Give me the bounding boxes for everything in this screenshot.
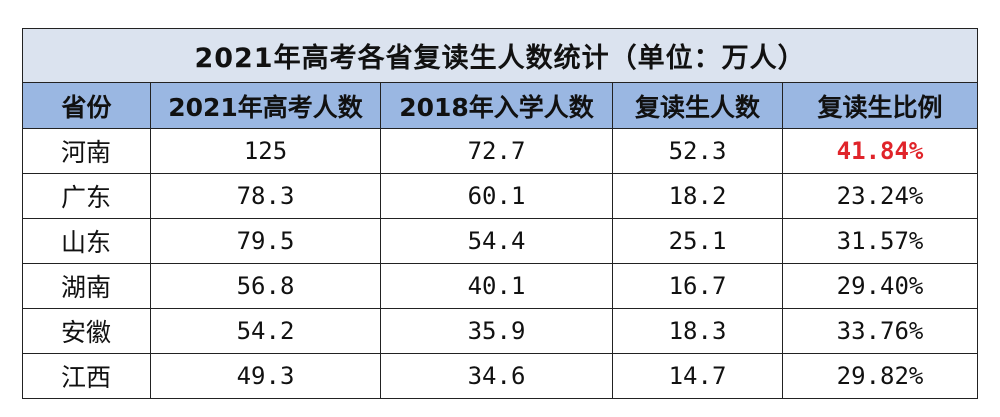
province-cell: 广东	[22, 173, 151, 219]
value-cell: 72.7	[380, 128, 613, 174]
table-body: 河南 125 72.7 52.3 41.84% 广东 78.3 60.1 18.2 23.24% 山…	[22, 128, 979, 399]
value-cell: 25.1	[612, 218, 783, 264]
value-cell: 52.3	[612, 128, 783, 174]
table-title: 2021年高考各省复读生人数统计（单位：万人）	[21, 28, 979, 83]
value-cell: 56.8	[150, 263, 381, 309]
value-cell: 14.7	[612, 353, 783, 399]
value-cell: 16.7	[612, 263, 783, 309]
province-cell: 山东	[22, 218, 151, 264]
value-cell: 18.2	[612, 173, 783, 219]
data-row: 安徽 54.2 35.9 18.3 33.76%	[22, 308, 979, 354]
data-row: 湖南 56.8 40.1 16.7 29.40%	[22, 263, 979, 309]
value-cell: 125	[150, 128, 381, 174]
value-cell: 40.1	[380, 263, 613, 309]
value-cell: 35.9	[380, 308, 613, 354]
header-cell: 复读生比例	[781, 82, 979, 129]
header-cell: 2018年入学人数	[380, 82, 613, 129]
province-cell: 安徽	[22, 308, 151, 354]
value-cell: 23.24%	[781, 173, 979, 219]
value-cell: 41.84%	[781, 128, 979, 174]
data-row: 广东 78.3 60.1 18.2 23.24%	[22, 173, 979, 219]
table: 2021年高考各省复读生人数统计（单位：万人） 省份 2021年高考人数 2018年…	[21, 28, 979, 399]
header-cell: 2021年高考人数	[150, 82, 381, 129]
header-row: 省份 2021年高考人数 2018年入学人数 复读生人数 复读生比例	[22, 82, 979, 129]
header-cell: 省份	[22, 82, 151, 129]
data-row: 河南 125 72.7 52.3 41.84%	[22, 128, 979, 174]
value-cell: 60.1	[380, 173, 613, 219]
province-cell: 湖南	[22, 263, 151, 309]
value-cell: 34.6	[380, 353, 613, 399]
province-cell: 河南	[22, 128, 151, 174]
value-cell: 54.2	[150, 308, 381, 354]
value-cell: 33.76%	[781, 308, 979, 354]
data-row: 江西 49.3 34.6 14.7 29.82%	[22, 353, 979, 399]
value-cell: 29.82%	[781, 353, 979, 399]
value-cell: 78.3	[150, 173, 381, 219]
value-cell: 18.3	[612, 308, 783, 354]
data-row: 山东 79.5 54.4 25.1 31.57%	[22, 218, 979, 264]
province-cell: 江西	[22, 353, 151, 399]
header-cell: 复读生人数	[612, 82, 783, 129]
value-cell: 49.3	[150, 353, 381, 399]
table-container: 2021年高考各省复读生人数统计（单位：万人） 省份 2021年高考人数 2018年…	[21, 28, 979, 399]
value-cell: 79.5	[150, 218, 381, 264]
title-row: 2021年高考各省复读生人数统计（单位：万人）	[21, 28, 979, 83]
value-cell: 54.4	[380, 218, 613, 264]
value-cell: 29.40%	[781, 263, 979, 309]
value-cell: 31.57%	[781, 218, 979, 264]
